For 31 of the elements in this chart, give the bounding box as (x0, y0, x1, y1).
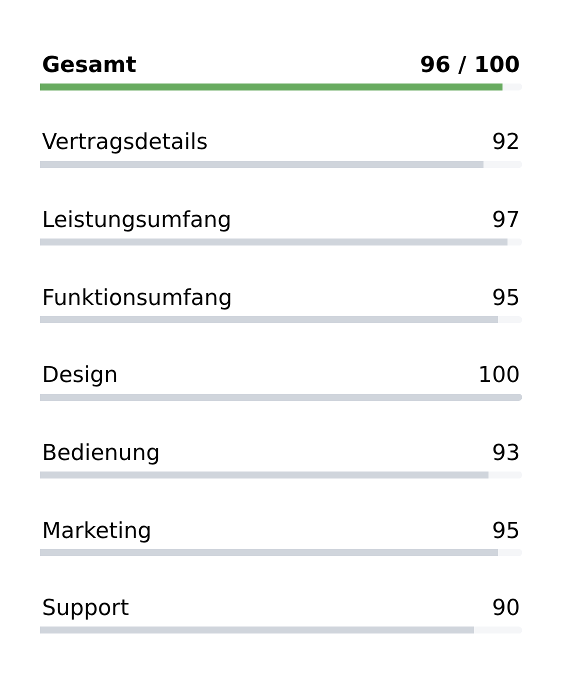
y-tick-label: Gesamt (42, 53, 137, 78)
y-tick-label: Marketing (42, 519, 152, 544)
bar (483, 160, 522, 168)
bar (40, 471, 488, 478)
bar (40, 626, 474, 634)
data-label: 96 / 100 (420, 53, 520, 78)
bar (40, 549, 498, 556)
y-tick-label: Support (42, 596, 130, 621)
bar (502, 83, 522, 90)
data-label: 95 (492, 286, 520, 311)
data-label: 92 (492, 130, 520, 155)
bar (40, 316, 498, 324)
bar (40, 394, 522, 401)
bar (474, 626, 522, 634)
y-tick-label: Funktionsumfang (42, 286, 232, 311)
y-tick-label: Vertragsdetails (42, 130, 208, 155)
bar (498, 549, 522, 556)
y-tick-label: Bedienung (42, 441, 160, 466)
bar (488, 471, 522, 478)
data-label: 100 (478, 363, 520, 388)
data-label: 93 (492, 441, 520, 466)
y-tick-label: Leistungsumfang (42, 208, 232, 233)
data-label: 95 (492, 519, 520, 544)
bar (508, 238, 522, 246)
data-label: 90 (492, 596, 520, 621)
y-tick-label: Design (42, 363, 118, 388)
bar (40, 83, 503, 90)
bar (498, 316, 522, 324)
bar (40, 160, 484, 168)
data-label: 97 (492, 208, 520, 233)
bar (40, 238, 508, 246)
